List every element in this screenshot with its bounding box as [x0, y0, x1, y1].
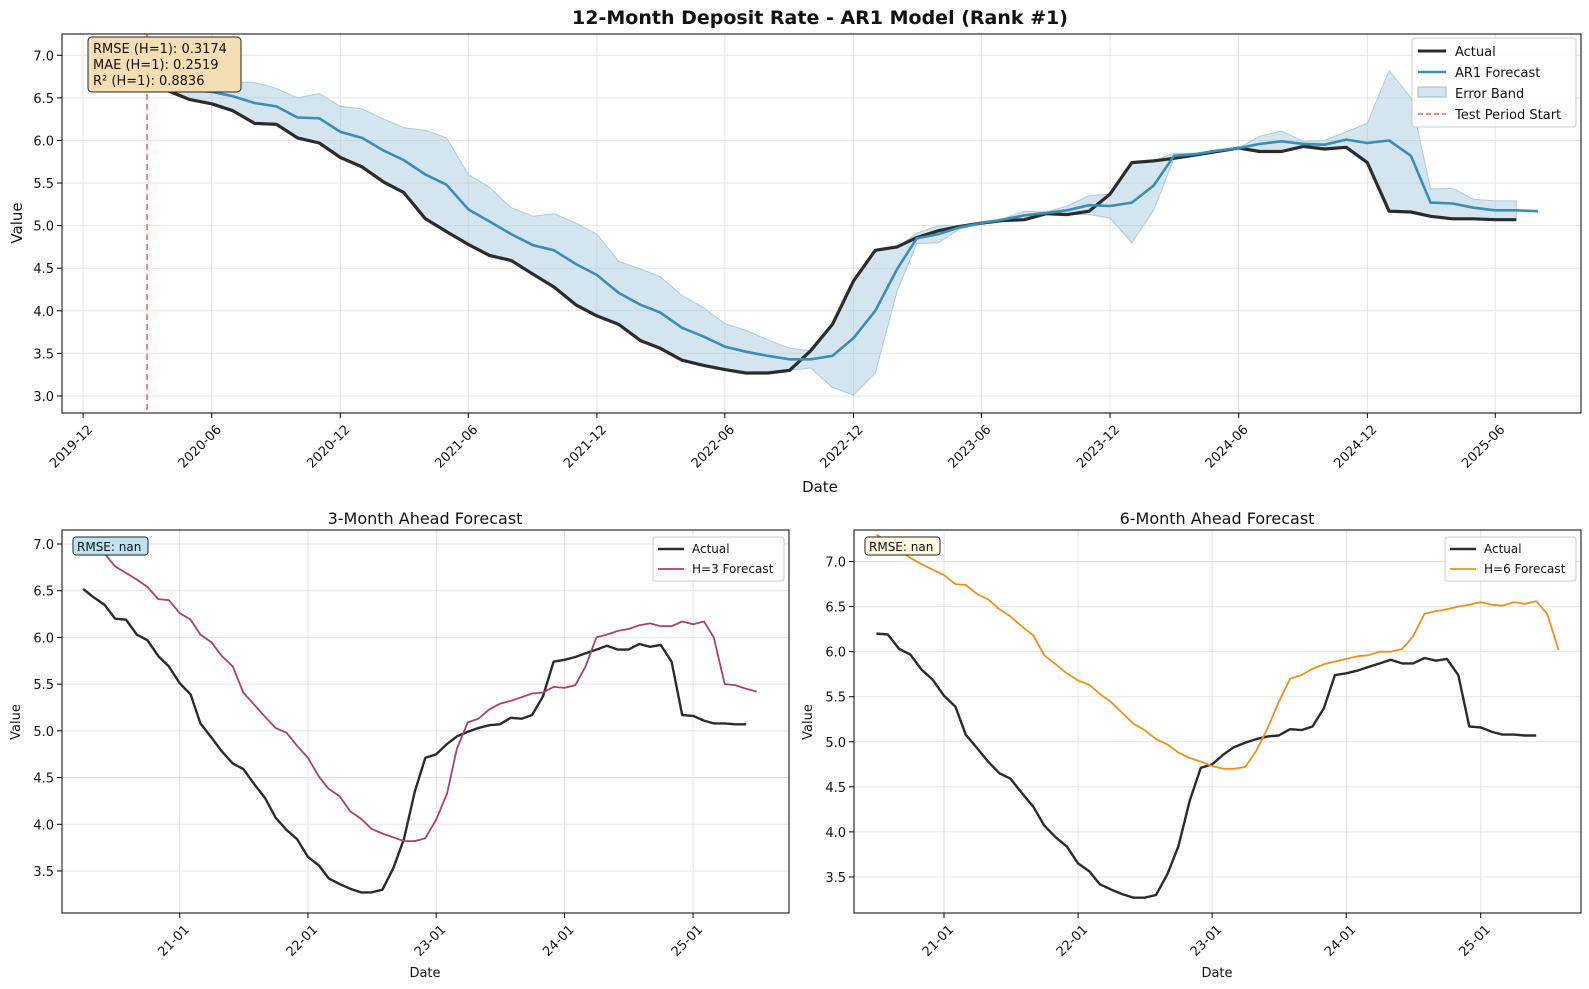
y-tick-label: 7.0: [33, 49, 54, 64]
h6-legend-actual-label: Actual: [1484, 542, 1522, 556]
h6-y-axis-label: Value: [801, 704, 816, 740]
y-tick-label: 4.0: [33, 818, 54, 833]
y-tick-label: 6.0: [33, 134, 54, 149]
h3-plot-area: [82, 538, 757, 894]
y-tick-label: 3.5: [33, 865, 54, 880]
actual-series-line: [146, 79, 1517, 375]
h6-x-axis-label: Date: [1201, 966, 1232, 981]
ar1-forecast-line: [146, 75, 1539, 361]
y-tick-label: 5.5: [825, 691, 846, 706]
h3-grid: [62, 530, 789, 913]
h3-x-axis-label: Date: [409, 966, 440, 981]
h3-y-axis-label: Value: [9, 704, 24, 740]
y-tick-label: 5.0: [33, 220, 54, 235]
main-x-axis-label: Date: [802, 478, 838, 496]
main-plot-area: [146, 34, 1539, 413]
main-plot-frame: [61, 33, 1582, 414]
h3-legend: Actual H=3 Forecast: [652, 536, 785, 582]
legend-band-swatch: [1417, 86, 1447, 98]
y-tick-label: 3.5: [825, 871, 846, 886]
y-tick-label: 6.0: [33, 631, 54, 646]
y-tick-label: 5.0: [33, 725, 54, 740]
stats-rmse: RMSE (H=1): 0.3174: [93, 42, 227, 57]
y-tick-label: 4.5: [825, 781, 846, 796]
legend-test-label: Test Period Start: [1454, 108, 1561, 123]
stats-r2: R² (H=1): 0.8836: [93, 74, 204, 89]
legend-actual-label: Actual: [1455, 45, 1496, 60]
forecast-series-line: [82, 538, 757, 842]
h3-legend-box: [652, 536, 785, 582]
stats-box: [87, 36, 242, 93]
y-tick-label: 5.0: [825, 736, 846, 751]
y-tick-label: 5.5: [33, 678, 54, 693]
main-legend-box: [1411, 37, 1577, 128]
y-tick-label: 5.5: [33, 177, 54, 192]
h3-legend-forecast-label: H=3 Forecast: [692, 562, 774, 576]
h3-chart-title: 3-Month Ahead Forecast: [328, 509, 523, 528]
h3-rmse-box: [72, 536, 149, 556]
h3-plot-frame: [61, 529, 790, 914]
legend-band-label: Error Band: [1455, 87, 1524, 102]
h6-rmse-box: [864, 536, 941, 556]
y-tick-label: 4.0: [825, 826, 846, 841]
main-stats-annotation: RMSE (H=1): 0.3174 MAE (H=1): 0.2519 R² …: [87, 36, 242, 93]
h6-rmse-text: RMSE: nan: [869, 540, 933, 554]
main-y-axis-label: Value: [8, 202, 26, 243]
y-tick-label: 3.0: [33, 390, 54, 405]
h6-plot-area: [875, 533, 1560, 899]
h6-legend-forecast-label: H=6 Forecast: [1484, 562, 1566, 576]
h6-plot-frame: [853, 529, 1582, 914]
h6-legend-box: [1444, 536, 1577, 582]
y-tick-label: 7.0: [825, 556, 846, 571]
main-chart-title: 12-Month Deposit Rate - AR1 Model (Rank …: [572, 7, 1068, 29]
y-tick-label: 4.5: [33, 772, 54, 787]
h3-legend-actual-label: Actual: [692, 542, 730, 556]
h6-legend: Actual H=6 Forecast: [1444, 536, 1577, 582]
y-tick-label: 7.0: [33, 538, 54, 553]
y-tick-label: 4.0: [33, 305, 54, 320]
h3-rmse-annotation: RMSE: nan: [72, 536, 149, 556]
y-tick-label: 6.5: [33, 585, 54, 600]
actual-series-line: [82, 587, 747, 894]
h6-rmse-annotation: RMSE: nan: [864, 536, 941, 556]
h6-chart-title: 6-Month Ahead Forecast: [1120, 509, 1315, 528]
legend-ar1-label: AR1 Forecast: [1455, 66, 1540, 81]
y-tick-label: 6.5: [33, 92, 54, 107]
y-tick-label: 6.0: [825, 646, 846, 661]
h3-rmse-text: RMSE: nan: [77, 540, 141, 554]
y-tick-label: 4.5: [33, 262, 54, 277]
actual-series-line: [876, 632, 1537, 899]
y-tick-label: 6.5: [825, 601, 846, 616]
main-legend: Actual AR1 Forecast Error Band Test Peri…: [1411, 37, 1577, 128]
forecast-series-line: [875, 533, 1560, 770]
y-tick-label: 3.5: [33, 347, 54, 362]
stats-mae: MAE (H=1): 0.2519: [93, 58, 219, 73]
